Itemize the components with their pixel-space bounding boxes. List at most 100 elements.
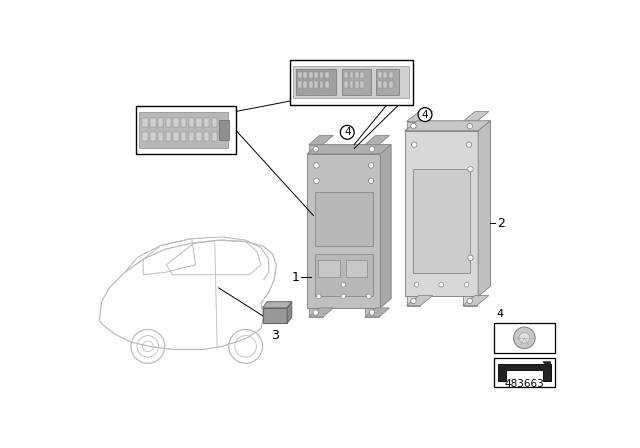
Bar (303, 82, 307, 88)
Bar (173, 132, 179, 141)
Bar (383, 72, 387, 78)
Bar (166, 132, 171, 141)
Text: 2: 2 (497, 217, 505, 230)
Bar (308, 82, 312, 88)
Bar (413, 169, 470, 273)
Bar (136, 106, 236, 154)
Polygon shape (498, 364, 550, 381)
Bar (355, 72, 359, 78)
Bar (360, 72, 364, 78)
Bar (196, 132, 202, 141)
Bar (383, 82, 387, 88)
Polygon shape (365, 135, 390, 145)
Circle shape (411, 298, 416, 304)
Circle shape (314, 178, 319, 184)
Bar (376, 69, 399, 95)
Polygon shape (365, 308, 390, 317)
Polygon shape (262, 302, 292, 308)
Bar (158, 118, 163, 127)
Polygon shape (406, 121, 420, 131)
Bar (314, 82, 318, 88)
Bar (308, 72, 312, 78)
Circle shape (341, 294, 346, 299)
Bar (143, 132, 148, 141)
Text: 3: 3 (271, 329, 279, 342)
Polygon shape (365, 308, 379, 317)
Circle shape (513, 327, 535, 349)
Polygon shape (406, 112, 433, 121)
Polygon shape (380, 145, 391, 308)
Bar (298, 72, 302, 78)
Circle shape (467, 298, 472, 304)
Bar (219, 120, 230, 140)
Circle shape (367, 294, 371, 299)
Circle shape (439, 282, 444, 287)
Circle shape (313, 310, 318, 315)
Bar (349, 82, 353, 88)
Bar (493, 358, 555, 387)
Circle shape (369, 178, 374, 184)
Bar (378, 82, 382, 88)
Bar (360, 82, 364, 88)
Polygon shape (308, 135, 333, 145)
Bar (355, 82, 359, 88)
Bar (349, 72, 353, 78)
Polygon shape (405, 131, 478, 296)
Polygon shape (365, 145, 379, 154)
Bar (150, 118, 156, 127)
Circle shape (314, 163, 319, 168)
Polygon shape (405, 121, 490, 131)
Polygon shape (406, 296, 433, 306)
Bar (493, 323, 555, 353)
Circle shape (316, 294, 321, 299)
Polygon shape (463, 296, 489, 306)
Polygon shape (307, 154, 380, 308)
Circle shape (411, 124, 416, 129)
Bar (344, 72, 348, 78)
Bar (140, 112, 228, 148)
Polygon shape (543, 362, 550, 369)
Circle shape (519, 332, 530, 343)
Text: 4: 4 (496, 310, 503, 319)
Bar (319, 82, 323, 88)
Circle shape (468, 167, 473, 172)
Text: 483663: 483663 (504, 379, 544, 389)
Bar (378, 72, 382, 78)
Circle shape (340, 125, 354, 139)
Bar (212, 132, 217, 141)
Bar (262, 308, 287, 323)
Bar (173, 118, 179, 127)
Text: 4: 4 (422, 110, 428, 120)
Bar (143, 118, 148, 127)
Bar (319, 72, 323, 78)
Text: 4: 4 (344, 127, 351, 137)
Circle shape (464, 282, 469, 287)
Circle shape (468, 255, 473, 260)
Polygon shape (287, 302, 292, 323)
Polygon shape (308, 308, 323, 317)
Bar (289, 60, 413, 104)
Bar (196, 118, 202, 127)
Polygon shape (308, 145, 323, 154)
Polygon shape (463, 121, 477, 131)
Bar (315, 254, 372, 296)
Circle shape (369, 163, 374, 168)
Bar (342, 69, 371, 95)
Bar (150, 132, 156, 141)
Bar (293, 66, 409, 99)
Bar (325, 72, 329, 78)
Bar (166, 118, 171, 127)
Bar (325, 82, 329, 88)
Bar (314, 72, 318, 78)
Bar (181, 132, 186, 141)
Circle shape (369, 146, 374, 152)
Polygon shape (406, 296, 420, 306)
Bar (318, 260, 340, 277)
Bar (189, 118, 194, 127)
Bar (389, 72, 393, 78)
Polygon shape (307, 145, 391, 154)
Bar (189, 132, 194, 141)
Text: 1: 1 (292, 271, 300, 284)
Polygon shape (463, 112, 489, 121)
Polygon shape (478, 121, 490, 296)
